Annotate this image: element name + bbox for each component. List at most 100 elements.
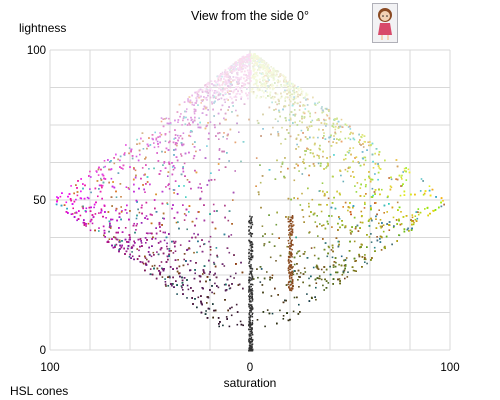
scatter-point bbox=[204, 313, 207, 315]
scatter-point bbox=[276, 159, 278, 162]
scatter-point bbox=[94, 187, 97, 190]
scatter-point bbox=[223, 283, 226, 286]
scatter-point bbox=[248, 63, 250, 66]
scatter-point bbox=[72, 207, 74, 210]
scatter-point bbox=[322, 224, 325, 226]
scatter-point bbox=[262, 113, 264, 116]
scatter-point bbox=[174, 119, 176, 122]
scatter-point bbox=[345, 257, 348, 259]
scatter-point bbox=[164, 278, 166, 280]
scatter-point bbox=[323, 132, 325, 134]
scatter-point bbox=[359, 246, 361, 249]
scatter-point bbox=[398, 174, 401, 177]
scatter-point bbox=[287, 197, 290, 200]
scatter-point bbox=[165, 117, 168, 120]
scatter-point bbox=[400, 223, 403, 225]
scatter-point bbox=[174, 143, 177, 146]
scatter-point bbox=[344, 259, 347, 261]
scatter-point bbox=[124, 238, 127, 241]
scatter-point bbox=[369, 141, 371, 143]
scatter-point bbox=[236, 81, 239, 84]
scatter-point bbox=[324, 278, 326, 281]
scatter-point bbox=[228, 235, 230, 238]
scatter-point bbox=[112, 246, 115, 249]
scatter-point bbox=[374, 173, 376, 175]
scatter-point bbox=[83, 197, 86, 200]
scatter-point bbox=[400, 185, 402, 187]
scatter-point bbox=[141, 132, 144, 134]
scatter-point bbox=[311, 119, 314, 122]
scatter-point bbox=[295, 148, 297, 150]
scatter-point bbox=[186, 179, 189, 181]
scatter-point bbox=[155, 227, 157, 229]
scatter-point bbox=[172, 252, 175, 254]
scatter-point bbox=[184, 123, 187, 125]
scatter-point bbox=[373, 191, 376, 193]
scatter-point bbox=[295, 138, 298, 140]
scatter-point bbox=[168, 183, 170, 185]
scatter-point bbox=[174, 148, 177, 151]
scatter-point bbox=[257, 191, 260, 193]
scatter-point bbox=[182, 264, 185, 267]
scatter-point bbox=[205, 310, 207, 312]
scatter-point bbox=[122, 168, 124, 170]
scatter-point bbox=[316, 215, 318, 217]
scatter-point bbox=[299, 105, 301, 107]
scatter-point bbox=[268, 214, 270, 216]
scatter-point bbox=[379, 235, 382, 238]
scatter-point bbox=[210, 172, 212, 174]
scatter-point bbox=[89, 229, 92, 232]
scatter-point bbox=[211, 83, 213, 85]
scatter-point bbox=[383, 212, 385, 214]
scatter-point bbox=[200, 302, 203, 305]
scatter-point bbox=[373, 246, 376, 249]
scatter-point bbox=[232, 191, 235, 194]
scatter-point bbox=[188, 205, 191, 207]
scatter-point bbox=[327, 164, 329, 167]
scatter-point bbox=[236, 73, 239, 76]
scatter-point bbox=[212, 94, 214, 97]
scatter-point bbox=[301, 209, 304, 211]
scatter-point bbox=[344, 123, 347, 126]
scatter-point bbox=[294, 121, 296, 124]
scatter-point bbox=[215, 247, 218, 249]
scatter-point bbox=[110, 177, 113, 180]
scatter-point bbox=[337, 240, 340, 243]
scatter-point bbox=[197, 123, 199, 126]
scatter-point bbox=[374, 152, 376, 155]
scatter-point bbox=[189, 124, 191, 126]
scatter-point bbox=[414, 218, 417, 221]
scatter-point bbox=[347, 271, 349, 273]
scatter-point bbox=[163, 161, 166, 163]
scatter-point bbox=[443, 203, 445, 206]
scatter-point bbox=[370, 259, 372, 261]
scatter-point bbox=[268, 79, 270, 81]
scatter-point bbox=[274, 287, 276, 290]
scatter-point bbox=[128, 188, 130, 190]
scatter-point bbox=[376, 236, 378, 238]
scatter-point bbox=[292, 122, 294, 124]
scatter-point bbox=[296, 272, 298, 275]
scatter-point bbox=[401, 184, 403, 187]
scatter-point bbox=[153, 264, 156, 267]
scatter-point bbox=[177, 119, 180, 121]
scatter-point bbox=[268, 106, 271, 109]
scatter-point bbox=[400, 211, 402, 213]
scatter-point bbox=[291, 104, 294, 107]
scatter-point bbox=[282, 301, 285, 304]
scatter-point bbox=[315, 282, 318, 284]
scatter-point bbox=[96, 180, 99, 182]
scatter-point bbox=[197, 233, 199, 236]
scatter-point bbox=[374, 193, 376, 195]
scatter-point bbox=[408, 230, 410, 232]
scatter-point bbox=[264, 90, 267, 92]
scatter-point bbox=[216, 256, 219, 258]
scatter-point bbox=[317, 162, 320, 165]
scatter-point bbox=[294, 113, 297, 116]
scatter-point bbox=[390, 176, 392, 179]
scatter-point bbox=[159, 226, 161, 228]
scatter-point bbox=[218, 149, 221, 151]
scatter-point bbox=[313, 254, 316, 257]
scatter-point bbox=[162, 212, 165, 215]
scatter-point bbox=[128, 152, 130, 155]
